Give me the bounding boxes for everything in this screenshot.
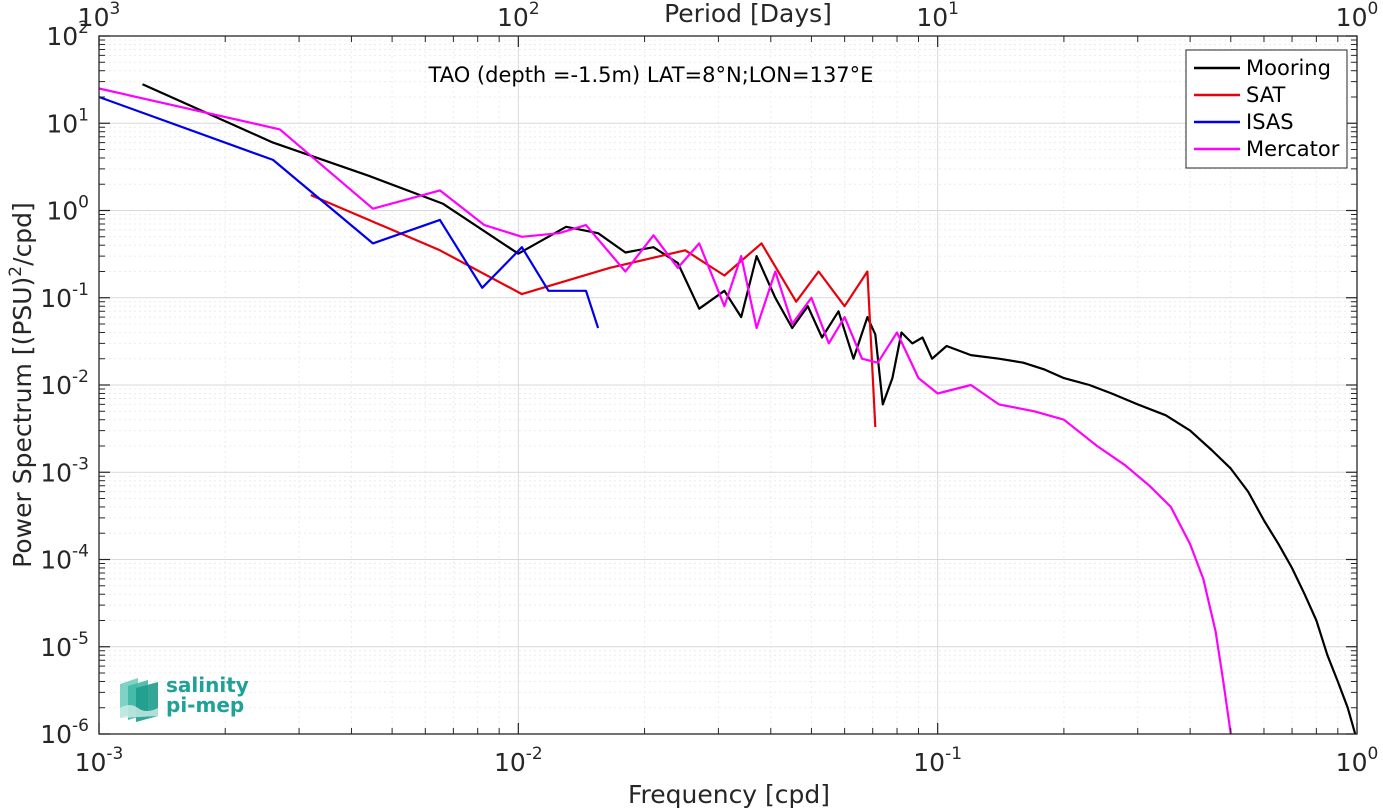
x-tick-label: 10-2 (494, 744, 543, 777)
logo-line-2: pi-mep (166, 693, 244, 717)
legend-label-isas: ISAS (1246, 110, 1294, 134)
legend: Mooring SAT ISAS Mercator (1185, 49, 1348, 169)
x-tick-label: 10-3 (75, 744, 124, 777)
y-tick-label: 10-6 (40, 716, 89, 749)
y-tick-label: 10-4 (40, 542, 89, 575)
x-tick-label: 100 (1336, 744, 1379, 777)
legend-items: Mooring SAT ISAS Mercator (1194, 56, 1340, 161)
top-tick-label: 101 (916, 0, 959, 32)
y-axis-label: Power Spectrum [(PSU)2/cpd] (6, 202, 37, 568)
top-tick-label: 102 (497, 0, 540, 32)
series-line-isas (98, 95, 600, 329)
legend-label-mercator: Mercator (1246, 137, 1340, 161)
salinity-pi-mep-logo: salinity pi-mep (120, 673, 249, 722)
y-tick-label: 102 (46, 18, 89, 51)
y-tick-label: 10-5 (40, 629, 89, 662)
tick-marks (98, 35, 1358, 735)
y-tick-label: 101 (46, 105, 89, 138)
legend-label-sat: SAT (1246, 83, 1285, 107)
y-tick-label: 10-1 (40, 280, 89, 313)
top-tick-label: 103 (78, 0, 121, 32)
x-tick-label: 10-1 (913, 744, 962, 777)
logo-line-1: salinity (166, 673, 249, 697)
legend-label-mooring: Mooring (1246, 56, 1331, 80)
series-lines (98, 83, 1357, 735)
y-tick-label: 100 (46, 193, 89, 226)
top-axis-label: Period [Days] (664, 0, 832, 28)
series-line-mooring (142, 83, 1357, 735)
y-tick-label: 10-2 (40, 367, 89, 400)
y-tick-label: 10-3 (40, 454, 89, 487)
series-line-mercator (98, 87, 1232, 735)
chart-title: TAO (depth =-1.5m) LAT=8°N;LON=137°E (428, 63, 874, 87)
top-tick-label: 100 (1336, 0, 1379, 32)
x-axis-label: Frequency [cpd] (628, 780, 830, 809)
